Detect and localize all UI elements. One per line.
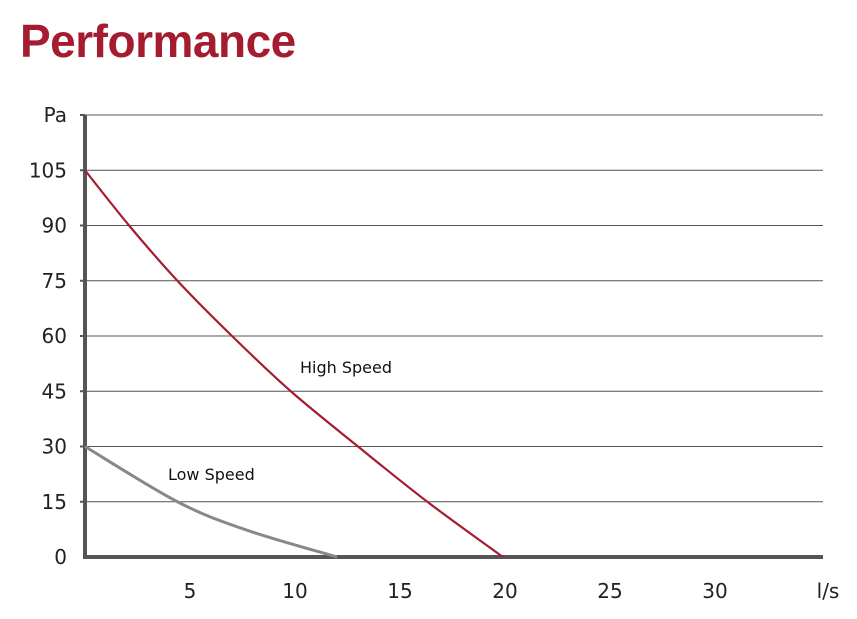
series-line-high-speed — [84, 169, 504, 558]
x-tick-label: 10 — [282, 579, 307, 603]
series-label-high-speed: High Speed — [300, 358, 392, 377]
x-tick-label: 25 — [597, 579, 622, 603]
y-tick-label: 0 — [54, 545, 67, 569]
x-tick-label: 5 — [184, 579, 197, 603]
x-tick-label: 30 — [702, 579, 727, 603]
y-tick-label: 90 — [42, 214, 67, 238]
x-tick-label: 15 — [387, 579, 412, 603]
y-tick-label: 45 — [42, 379, 67, 403]
x-tick-label: 20 — [492, 579, 517, 603]
y-axis-label: Pa — [44, 103, 67, 127]
series-label-low-speed: Low Speed — [168, 465, 255, 484]
y-tick-label: 105 — [29, 158, 67, 182]
page-title: Performance — [20, 15, 296, 67]
y-tick-label: 30 — [42, 435, 67, 459]
y-tick-label: 60 — [42, 324, 67, 348]
y-tick-label: 15 — [42, 490, 67, 514]
y-tick-label: 75 — [42, 269, 67, 293]
x-axis-label: l/s — [817, 579, 840, 603]
series-line-low-speed — [84, 445, 338, 559]
